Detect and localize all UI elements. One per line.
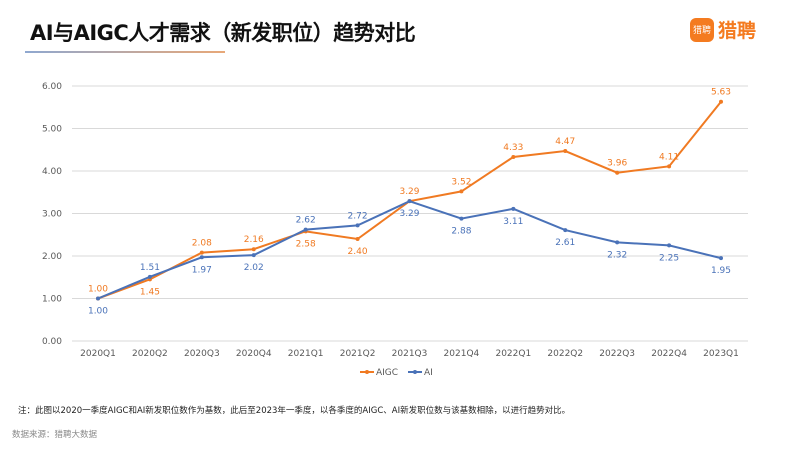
data-point [147, 274, 152, 279]
x-tick-label: 2022Q3 [599, 349, 635, 359]
data-label: 2.72 [348, 211, 368, 221]
data-point [407, 199, 412, 204]
x-tick-label: 2020Q3 [184, 349, 220, 359]
x-tick-label: 2020Q4 [236, 349, 272, 359]
x-tick-label: 2022Q1 [495, 349, 531, 359]
data-label: 4.33 [503, 143, 523, 153]
y-tick-label: 6.00 [42, 82, 62, 92]
data-label: 3.29 [399, 209, 419, 219]
data-label: 2.40 [348, 247, 368, 257]
y-tick-label: 5.00 [42, 125, 62, 135]
data-point [355, 237, 360, 241]
logo: 猎聘 猎聘 [690, 16, 756, 43]
data-label: 1.97 [192, 265, 212, 275]
data-label: 2.32 [607, 250, 627, 260]
x-tick-label: 2020Q1 [80, 349, 116, 359]
data-source: 数据来源：猎聘大数据 [12, 430, 98, 440]
y-tick-label: 4.00 [42, 167, 62, 177]
data-point [355, 223, 360, 228]
data-point [511, 206, 516, 211]
data-point [615, 170, 620, 175]
legend-marker [365, 370, 369, 374]
data-label: 2.02 [244, 263, 264, 273]
x-tick-label: 2020Q2 [132, 349, 168, 359]
data-point [199, 250, 204, 255]
x-tick-label: 2021Q2 [340, 349, 376, 359]
data-label: 3.29 [399, 187, 419, 197]
data-point [615, 240, 620, 245]
x-tick-label: 2022Q4 [651, 349, 687, 359]
x-tick-label: 2021Q3 [392, 349, 428, 359]
data-point [459, 216, 464, 221]
data-label: 1.51 [140, 263, 160, 273]
logo-icon: 猎聘 [690, 17, 714, 42]
data-point [511, 154, 516, 159]
data-point [96, 296, 100, 301]
data-point [719, 256, 723, 261]
data-label: 2.25 [659, 253, 679, 263]
y-tick-label: 2.00 [42, 252, 62, 262]
data-label: 3.11 [503, 217, 523, 227]
data-label: 1.45 [140, 287, 160, 297]
data-label: 2.58 [296, 239, 316, 249]
x-tick-label: 2021Q1 [288, 349, 324, 359]
data-point [251, 253, 256, 258]
data-point [563, 149, 568, 154]
y-tick-label: 0.00 [42, 337, 62, 347]
data-label: 1.00 [88, 307, 108, 317]
x-tick-label: 2023Q1 [703, 349, 739, 359]
x-tick-label: 2022Q2 [547, 349, 583, 359]
data-label: 2.61 [555, 238, 575, 248]
footnote: 注：此图以2020一季度AIGC和AI新发职位数作为基数，此后至2023年一季度… [18, 406, 571, 416]
data-label: 1.95 [711, 266, 731, 276]
data-point [667, 243, 672, 248]
data-point [719, 99, 723, 104]
data-point [199, 255, 204, 260]
data-label: 3.96 [607, 159, 627, 169]
y-tick-label: 3.00 [42, 210, 62, 220]
data-label: 2.62 [296, 216, 316, 226]
data-label: 2.88 [451, 227, 471, 237]
data-point [459, 189, 464, 194]
data-label: 4.47 [555, 137, 575, 147]
data-point [563, 228, 568, 233]
data-label: 4.11 [659, 152, 679, 162]
x-tick-label: 2021Q4 [444, 349, 480, 359]
data-label: 3.52 [451, 177, 471, 187]
data-label: 5.63 [711, 88, 731, 98]
data-label: 2.08 [192, 239, 212, 249]
logo-text: 猎聘 [718, 20, 757, 42]
legend-label: AI [424, 368, 433, 378]
page-title: AI与AIGC人才需求（新发职位）趋势对比 [30, 21, 416, 45]
title-underline [25, 51, 225, 53]
legend-marker [413, 370, 417, 374]
legend-label: AIGC [376, 368, 398, 378]
y-tick-label: 1.00 [42, 295, 62, 305]
data-label: 2.16 [244, 235, 264, 245]
data-label: 1.00 [88, 285, 108, 295]
data-point [667, 164, 672, 169]
data-point [303, 227, 308, 232]
data-point [251, 247, 256, 252]
